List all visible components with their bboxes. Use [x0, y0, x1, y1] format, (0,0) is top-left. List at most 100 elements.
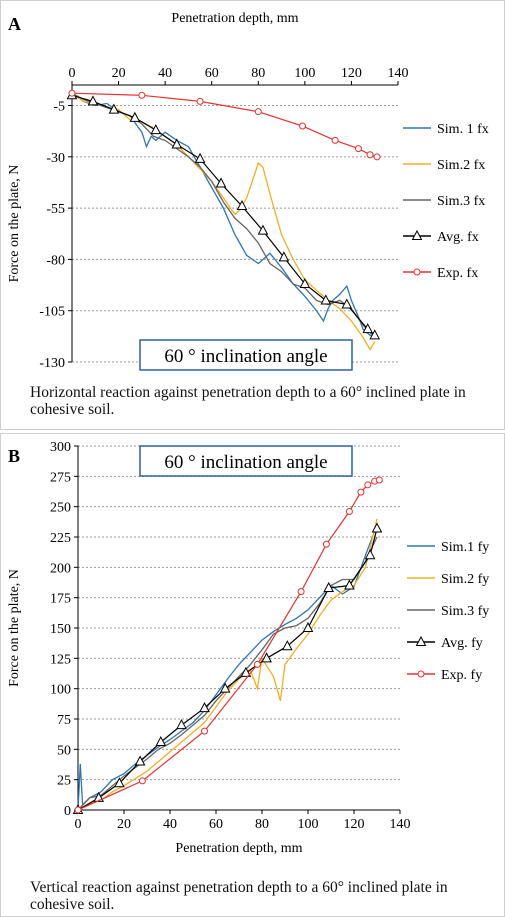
- x-tick-label: 100: [294, 66, 315, 81]
- data-point: [375, 476, 383, 484]
- x-tick-label: 0: [75, 817, 82, 832]
- data-point: [297, 588, 305, 596]
- series-line: [77, 479, 380, 811]
- series-line: [77, 536, 378, 811]
- series-line: [71, 92, 378, 158]
- data-point: [302, 621, 314, 632]
- legend-entry: Sim.2 fx: [403, 158, 485, 173]
- legend-label: Exp. fy: [441, 668, 482, 683]
- data-point: [219, 682, 231, 693]
- series-2: [71, 92, 376, 352]
- data-point: [354, 145, 362, 153]
- legend-entry: Exp. fx: [403, 266, 478, 281]
- data-point: [74, 806, 82, 814]
- caption-a: Horizontal reaction against penetration …: [30, 384, 466, 418]
- y-tick-label: 250: [50, 501, 71, 516]
- y-tick-label: -105: [39, 305, 65, 320]
- annotation-frame: [139, 339, 353, 371]
- x-tick-label: 40: [163, 817, 177, 832]
- legend-entry: Sim.2 fy: [407, 572, 489, 587]
- legend-marker: [413, 268, 421, 276]
- chart-b: B 0 25 50 75 100 125 150 175 200 225 250 275 300 0 20 40…: [7, 440, 489, 856]
- data-point: [341, 298, 353, 309]
- series-5: [74, 476, 383, 814]
- data-point: [236, 199, 248, 211]
- x-axis-label: Penetration depth, mm: [175, 841, 302, 856]
- legend-entry: Sim.1 fy: [407, 540, 489, 555]
- annotation-box: 60 ° inclination angle: [139, 339, 353, 371]
- x-tick-label: 60: [209, 817, 223, 832]
- series-line: [77, 524, 378, 811]
- panel-label: B: [8, 446, 20, 466]
- x-tick-label: 40: [158, 66, 172, 81]
- data-point: [87, 95, 99, 106]
- data-point: [366, 151, 374, 159]
- annotation-box: 60 ° inclination angle: [139, 445, 353, 477]
- data-point: [362, 323, 374, 334]
- series-line: [77, 528, 378, 811]
- data-point: [150, 124, 162, 135]
- data-point: [129, 111, 141, 122]
- legend-entry: Sim.3 fy: [407, 604, 489, 619]
- series-line: [77, 518, 378, 811]
- legend-label: Sim.3 fx: [437, 194, 485, 209]
- x-tick-label: 120: [344, 817, 365, 832]
- x-tick-label: 0: [69, 66, 76, 81]
- data-point: [344, 579, 355, 590]
- x-axis-label: Penetration depth, mm: [171, 11, 298, 26]
- y-tick-label: 125: [50, 652, 71, 667]
- data-point: [331, 136, 339, 144]
- series-5: [68, 89, 381, 161]
- x-tick-label: 20: [112, 66, 126, 81]
- data-point: [364, 549, 376, 560]
- data-point: [364, 481, 372, 489]
- y-tick-label: 200: [50, 561, 71, 576]
- legend-entry: Sim. 1 fx: [403, 122, 489, 137]
- series-4: [66, 89, 381, 340]
- y-tick-label: 300: [50, 440, 71, 455]
- y-tick-label: 175: [50, 592, 71, 607]
- series-2: [77, 518, 378, 811]
- data-point: [345, 508, 353, 516]
- data-point: [108, 103, 120, 114]
- legend-label: Avg. fx: [437, 230, 479, 245]
- y-axis-label: Force on the plate, N: [7, 569, 22, 687]
- data-point: [299, 277, 311, 289]
- legend-entry: Avg. fx: [403, 229, 479, 245]
- legend-label: Sim.2 fy: [441, 572, 489, 587]
- data-point: [373, 153, 381, 161]
- series-line: [71, 92, 375, 338]
- x-tick-label: 80: [251, 66, 265, 81]
- caption-b: Vertical reaction against penetration de…: [30, 879, 448, 913]
- x-tick-label: 100: [298, 817, 319, 832]
- y-tick-label: 100: [50, 683, 71, 698]
- legend-label: Sim.1 fy: [441, 540, 489, 555]
- y-tick-label: 225: [50, 531, 71, 546]
- legend-marker: [411, 229, 423, 240]
- series-line: [71, 94, 376, 336]
- y-tick-label: -130: [39, 356, 65, 371]
- x-tick-label: 20: [117, 817, 131, 832]
- data-point: [369, 329, 381, 340]
- y-tick-label: -55: [46, 202, 65, 217]
- data-point: [323, 581, 335, 592]
- data-point: [322, 540, 330, 548]
- data-point: [201, 727, 208, 735]
- data-point: [240, 666, 252, 677]
- panel-label: A: [8, 14, 21, 34]
- legend-label: Sim.2 fx: [437, 158, 485, 173]
- x-tick-label: 140: [388, 66, 409, 81]
- y-tick-label: 150: [50, 622, 71, 637]
- legend-entry: Avg. fy: [407, 635, 483, 651]
- y-tick-label: 275: [50, 470, 71, 485]
- legend-entry: Exp. fy: [407, 668, 482, 683]
- x-tick-label: 60: [205, 66, 219, 81]
- data-point: [357, 488, 365, 496]
- data-point: [138, 777, 146, 785]
- legend-label: Exp. fx: [437, 266, 478, 281]
- x-tick-label: 120: [341, 66, 362, 81]
- data-point: [138, 91, 146, 99]
- annotation-text: 60 ° inclination angle: [164, 452, 327, 473]
- data-point: [176, 718, 187, 730]
- data-point: [171, 138, 183, 149]
